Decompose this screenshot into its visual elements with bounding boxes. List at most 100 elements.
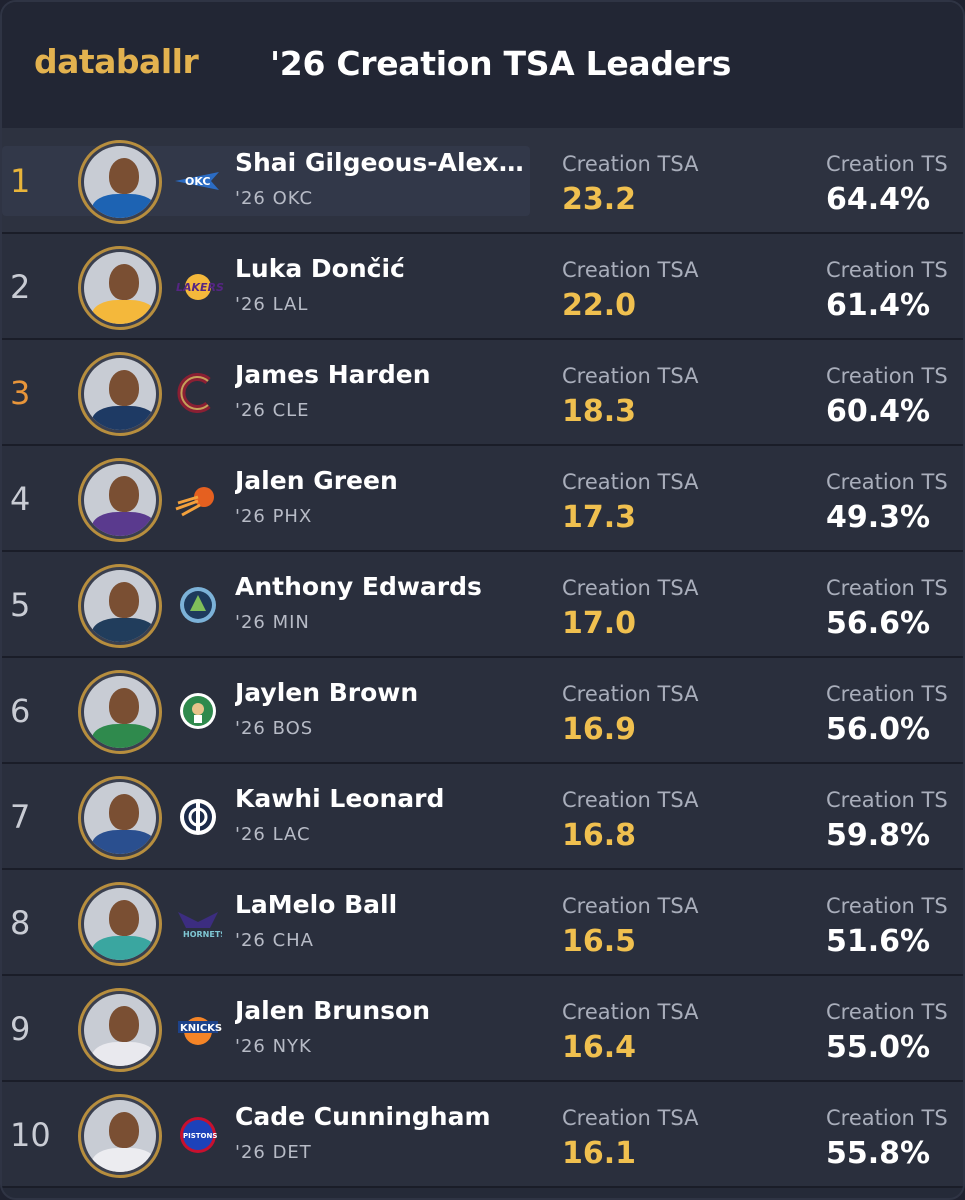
creation-tsa-value: 16.4 <box>562 1030 637 1065</box>
player-row[interactable]: 7 Kawhi Leonard '26 LAC Creation TSA 16.… <box>2 764 963 870</box>
suns-logo-icon <box>172 476 224 522</box>
creation-tsa-label: Creation TSA <box>562 576 699 600</box>
creation-tsa-label: Creation TSA <box>562 364 699 388</box>
player-avatar <box>78 776 162 860</box>
rank-number: 7 <box>10 798 31 836</box>
creation-tsa-label: Creation TSA <box>562 1000 699 1024</box>
player-avatar <box>78 882 162 966</box>
player-avatar <box>78 458 162 542</box>
creation-tsa-value: 16.5 <box>562 924 637 959</box>
creation-ts-value: 59.8% <box>826 818 931 853</box>
player-avatar <box>78 988 162 1072</box>
svg-text:PISTONS: PISTONS <box>183 1132 217 1140</box>
hornets-logo-icon: HORNETS <box>172 900 224 946</box>
brand-logo[interactable]: databallr <box>34 42 199 81</box>
leaders-list: 1 OKC Shai Gilgeous-Alexander '26 OKC Cr… <box>2 128 963 1188</box>
creation-tsa-label: Creation TSA <box>562 894 699 918</box>
player-season-team: '26 CHA <box>235 930 314 951</box>
player-row[interactable]: 4 Jalen Green '26 PHX Creation TSA 17.3 … <box>2 446 963 552</box>
player-name[interactable]: Jaylen Brown <box>235 678 419 707</box>
rank-number: 9 <box>10 1010 31 1048</box>
player-row[interactable]: 2 LAKERS Luka Dončić '26 LAL Creation TS… <box>2 234 963 340</box>
player-name[interactable]: Kawhi Leonard <box>235 784 445 813</box>
player-season-team: '26 OKC <box>235 188 314 209</box>
header: databallr '26 Creation TSA Leaders <box>2 2 963 128</box>
svg-text:LAKERS: LAKERS <box>176 281 224 294</box>
player-avatar <box>78 246 162 330</box>
creation-ts-value: 64.4% <box>826 182 931 217</box>
player-season-team: '26 BOS <box>235 718 314 739</box>
player-season-team: '26 LAL <box>235 294 309 315</box>
creation-tsa-value: 18.3 <box>562 394 637 429</box>
creation-ts-label: Creation TS <box>826 894 948 918</box>
player-avatar <box>78 564 162 648</box>
creation-tsa-value: 16.9 <box>562 712 637 747</box>
rank-number: 3 <box>10 374 31 412</box>
celtics-logo-icon <box>172 688 224 734</box>
player-name[interactable]: James Harden <box>235 360 431 389</box>
creation-tsa-value: 16.8 <box>562 818 637 853</box>
rank-number: 5 <box>10 586 31 624</box>
player-avatar <box>78 670 162 754</box>
player-season-team: '26 LAC <box>235 824 311 845</box>
lakers-logo-icon: LAKERS <box>172 264 224 310</box>
creation-ts-label: Creation TS <box>826 258 948 282</box>
player-row[interactable]: 9 KNICKS Jalen Brunson '26 NYK Creation … <box>2 976 963 1082</box>
creation-ts-value: 55.8% <box>826 1136 931 1171</box>
player-name[interactable]: Anthony Edwards <box>235 572 482 601</box>
player-name[interactable]: Cade Cunningham <box>235 1102 491 1131</box>
creation-ts-value: 55.0% <box>826 1030 931 1065</box>
rank-number: 1 <box>10 162 31 200</box>
cavaliers-logo-icon <box>172 370 224 416</box>
creation-ts-label: Creation TS <box>826 1106 948 1130</box>
creation-ts-label: Creation TS <box>826 788 948 812</box>
player-row[interactable]: 10 PISTONS Cade Cunningham '26 DET Creat… <box>2 1082 963 1188</box>
player-name[interactable]: Jalen Green <box>235 466 398 495</box>
creation-ts-value: 51.6% <box>826 924 931 959</box>
player-row[interactable]: 8 HORNETS LaMelo Ball '26 CHA Creation T… <box>2 870 963 976</box>
rank-number: 4 <box>10 480 31 518</box>
player-name[interactable]: Shai Gilgeous-Alexander <box>235 148 530 177</box>
creation-ts-value: 56.6% <box>826 606 931 641</box>
creation-tsa-label: Creation TSA <box>562 1106 699 1130</box>
player-avatar <box>78 1094 162 1178</box>
player-season-team: '26 DET <box>235 1142 312 1163</box>
player-row[interactable]: 6 Jaylen Brown '26 BOS Creation TSA 16.9… <box>2 658 963 764</box>
creation-ts-label: Creation TS <box>826 152 948 176</box>
player-name[interactable]: LaMelo Ball <box>235 890 398 919</box>
clippers-logo-icon <box>172 794 224 840</box>
player-season-team: '26 MIN <box>235 612 310 633</box>
creation-ts-label: Creation TS <box>826 364 948 388</box>
page-title: '26 Creation TSA Leaders <box>270 44 732 83</box>
svg-text:HORNETS: HORNETS <box>183 930 222 939</box>
creation-tsa-value: 17.0 <box>562 606 637 641</box>
player-row[interactable]: 5 Anthony Edwards '26 MIN Creation TSA 1… <box>2 552 963 658</box>
creation-ts-value: 56.0% <box>826 712 931 747</box>
timberwolves-logo-icon <box>172 582 224 628</box>
creation-ts-label: Creation TS <box>826 682 948 706</box>
creation-ts-value: 61.4% <box>826 288 931 323</box>
player-season-team: '26 PHX <box>235 506 313 527</box>
player-row[interactable]: 3 James Harden '26 CLE Creation TSA 18.3… <box>2 340 963 446</box>
creation-ts-label: Creation TS <box>826 470 948 494</box>
rank-number: 2 <box>10 268 31 306</box>
creation-ts-value: 60.4% <box>826 394 931 429</box>
player-name[interactable]: Jalen Brunson <box>235 996 431 1025</box>
creation-tsa-value: 17.3 <box>562 500 637 535</box>
creation-tsa-label: Creation TSA <box>562 788 699 812</box>
player-row[interactable]: 1 OKC Shai Gilgeous-Alexander '26 OKC Cr… <box>2 128 963 234</box>
creation-ts-label: Creation TS <box>826 576 948 600</box>
pistons-logo-icon: PISTONS <box>172 1112 224 1158</box>
player-season-team: '26 CLE <box>235 400 310 421</box>
creation-ts-value: 49.3% <box>826 500 931 535</box>
svg-text:OKC: OKC <box>185 175 210 188</box>
rank-number: 6 <box>10 692 31 730</box>
creation-tsa-label: Creation TSA <box>562 682 699 706</box>
okc-thunder-logo-icon: OKC <box>172 158 224 204</box>
creation-tsa-value: 23.2 <box>562 182 637 217</box>
creation-tsa-value: 22.0 <box>562 288 637 323</box>
rank-number: 8 <box>10 904 31 942</box>
player-name[interactable]: Luka Dončić <box>235 254 405 283</box>
creation-ts-label: Creation TS <box>826 1000 948 1024</box>
